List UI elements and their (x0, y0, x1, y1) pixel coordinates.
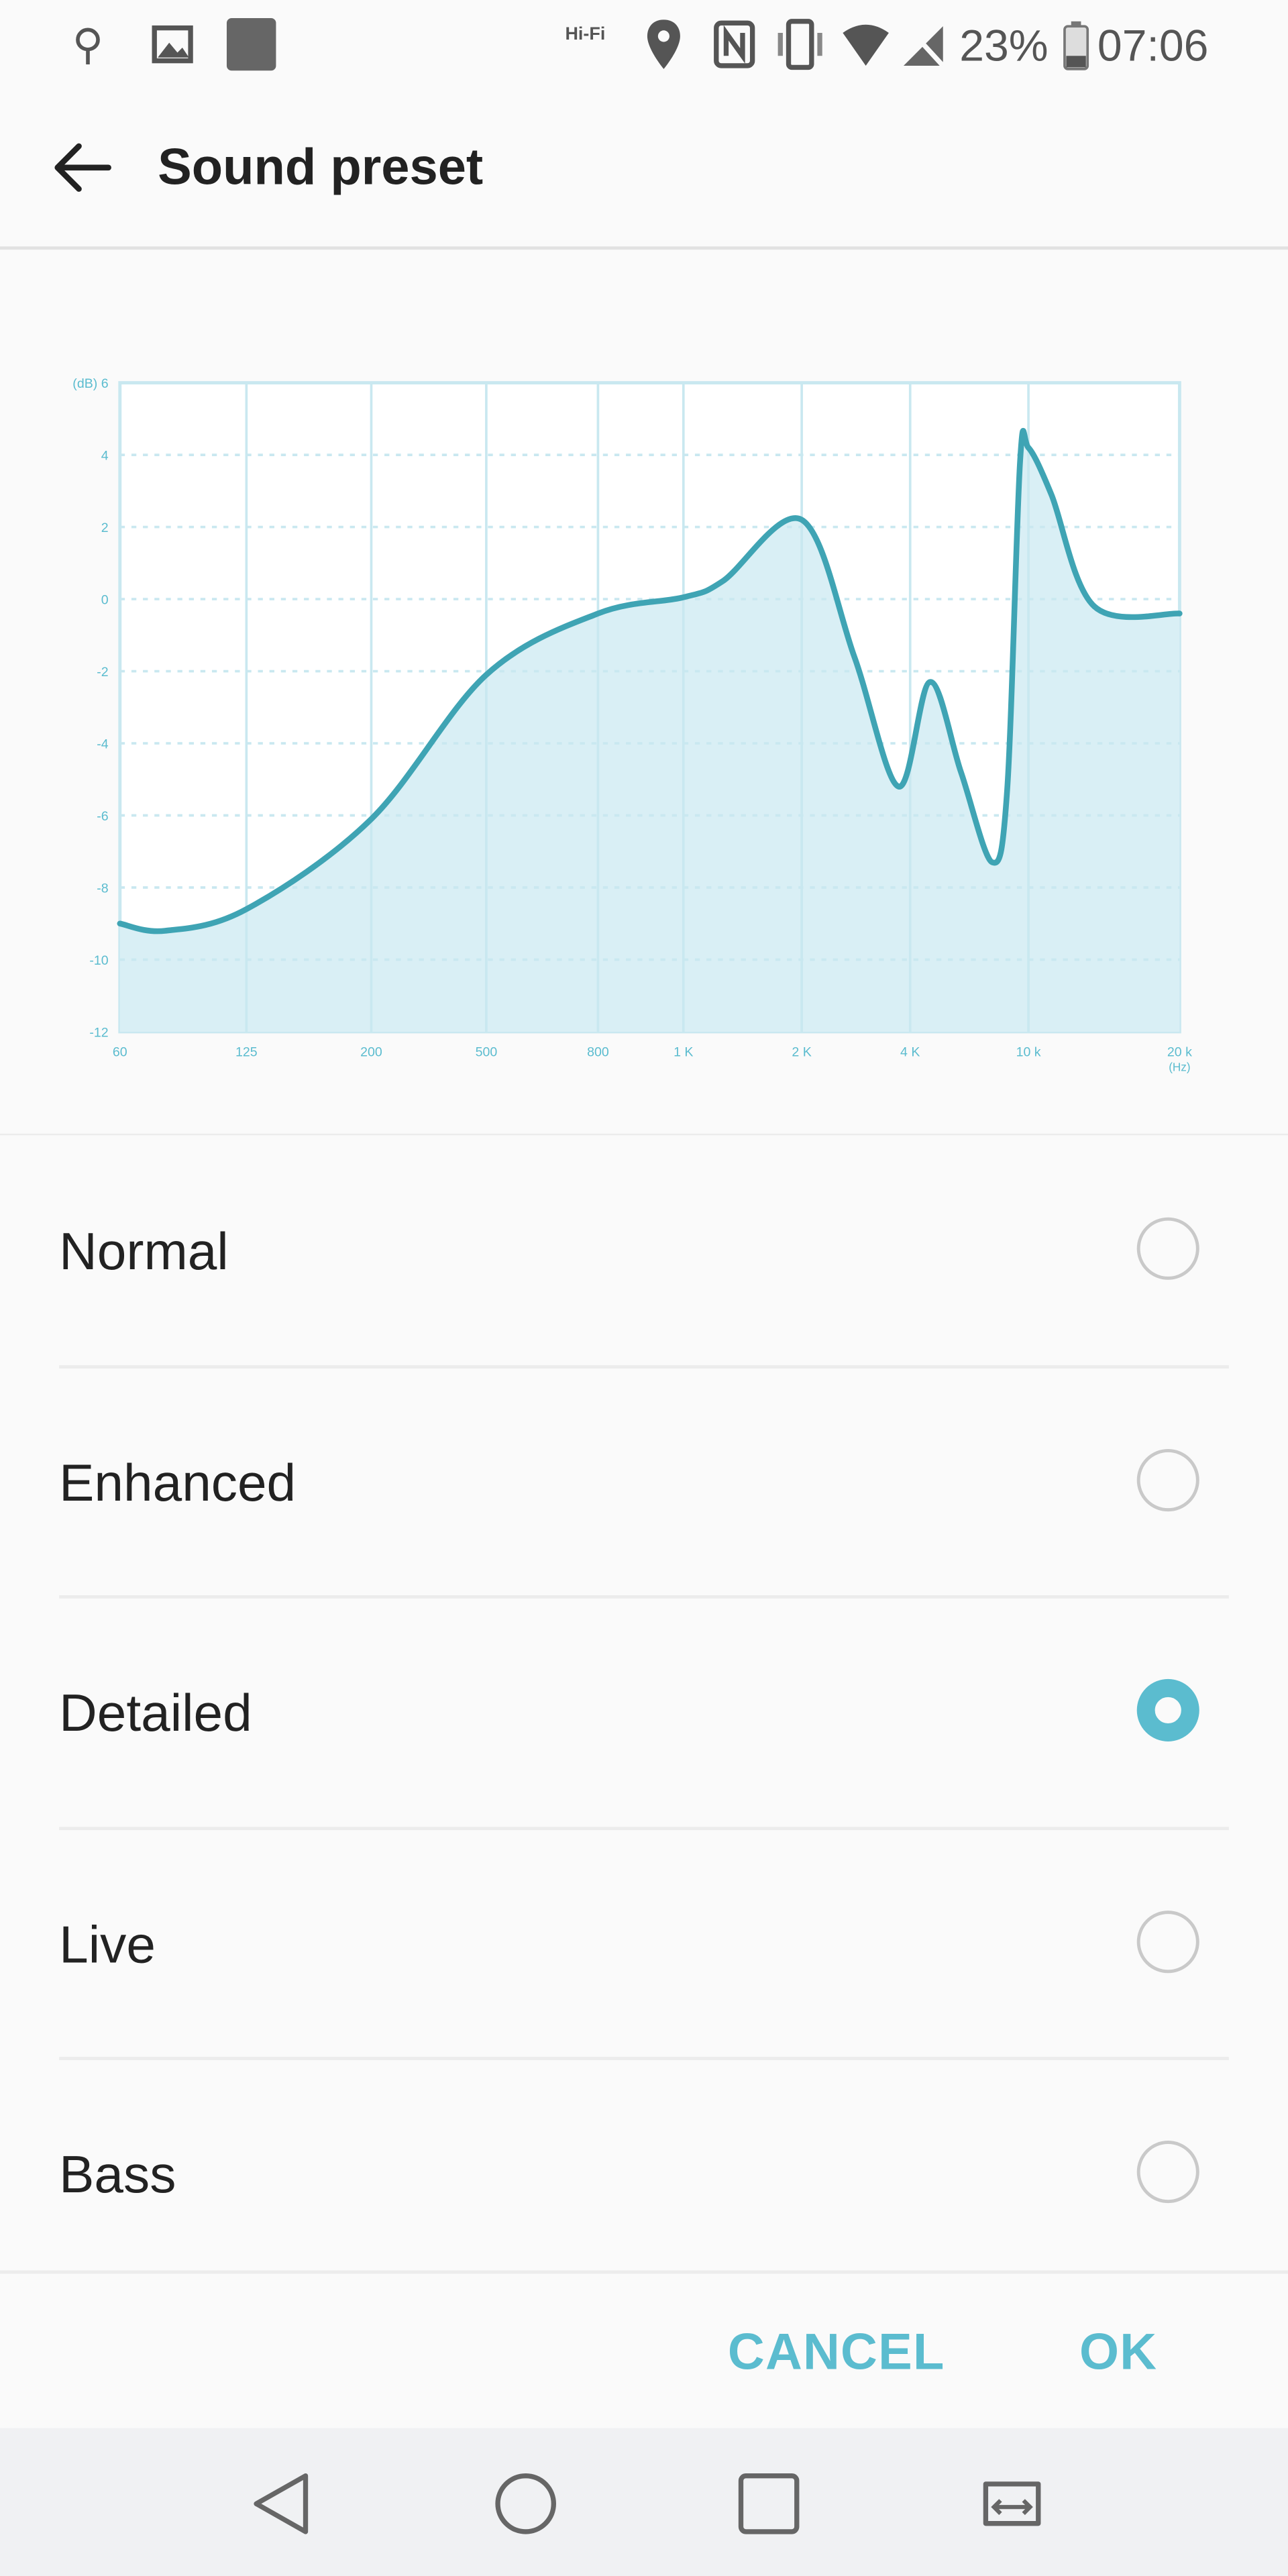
navigation-bar (0, 2428, 1288, 2576)
preset-label: Detailed (59, 1683, 252, 1743)
wifi-icon (843, 24, 889, 66)
x-tick-label: 200 (360, 1045, 382, 1060)
x-tick-label: 2 K (792, 1045, 811, 1060)
x-tick-label: 125 (235, 1045, 258, 1060)
x-tick-label: 4 K (900, 1045, 920, 1060)
preset-item-detailed[interactable]: Detailed (0, 1599, 1288, 1829)
y-tick-label: 4 (101, 448, 109, 463)
recents-square-icon[interactable] (733, 2467, 805, 2540)
preset-label: Enhanced (59, 1452, 297, 1512)
divider (59, 2057, 1229, 2061)
home-circle-icon[interactable] (490, 2467, 562, 2540)
y-tick-label: (dB) 6 (72, 376, 108, 391)
image-icon (152, 25, 193, 64)
divider (59, 1826, 1229, 1829)
y-tick-label: 2 (101, 521, 109, 535)
x-tick-label: 500 (476, 1045, 498, 1060)
curve-fill-area (119, 431, 1180, 1032)
eq-curve-chart: (dB) 6 4 2 0 -2 -4 -6 -8 -10 -12 60 125 200 500 800 1 K… (72, 376, 1192, 1074)
usb-icon: ⚲ (72, 19, 104, 69)
dialog-buttons: CANCEL OK (0, 2270, 1288, 2432)
status-bar: ⚲ Hi-Fi 23% 07:06 (0, 0, 1288, 92)
x-tick-label: 20 k (1167, 1045, 1192, 1060)
arrow-left-icon[interactable] (46, 131, 119, 204)
y-tick-label: 0 (101, 592, 109, 607)
preset-list: Normal Enhanced Detailed Live Bass (0, 1137, 1288, 2291)
radio-button[interactable] (1136, 2141, 1199, 2204)
vibrate-icon (777, 19, 822, 70)
x-tick-label: 60 (113, 1045, 127, 1060)
dual-window-icon[interactable] (976, 2467, 1049, 2540)
preset-label: Live (59, 1914, 156, 1974)
preset-item-normal[interactable]: Normal (0, 1137, 1288, 1368)
x-unit-label: (Hz) (1169, 1061, 1190, 1074)
y-tick-label: -4 (97, 737, 109, 751)
nfc-icon (714, 20, 755, 68)
preset-item-live[interactable]: Live (0, 1829, 1288, 2061)
radio-button[interactable] (1136, 1679, 1199, 1742)
preset-label: Normal (59, 1222, 229, 1281)
preset-label: Bass (59, 2145, 176, 2204)
radio-button[interactable] (1136, 1218, 1199, 1281)
eq-chart-section: (dB) 6 4 2 0 -2 -4 -6 -8 -10 -12 60 125 200 500 800 1 K… (0, 250, 1288, 1136)
x-tick-label: 800 (587, 1045, 609, 1060)
y-tick-label: -2 (97, 665, 108, 680)
page-title: Sound preset (158, 138, 484, 196)
y-tick-label: -12 (89, 1025, 108, 1040)
hifi-icon: Hi-Fi (565, 24, 606, 45)
x-tick-label: 10 k (1016, 1045, 1041, 1060)
x-tick-label: 1 K (674, 1045, 693, 1060)
y-tick-label: -8 (97, 881, 109, 896)
radio-button[interactable] (1136, 1448, 1199, 1511)
location-icon (647, 19, 680, 69)
clock: 07:06 (1097, 21, 1209, 71)
y-tick-label: -10 (89, 953, 108, 968)
divider (59, 1364, 1229, 1368)
battery-percent: 23% (959, 21, 1049, 71)
battery-icon (1063, 21, 1089, 70)
back-triangle-icon[interactable] (246, 2467, 319, 2540)
cancel-button[interactable]: CANCEL (727, 2322, 945, 2381)
y-tick-label: -6 (97, 809, 109, 824)
radio-button[interactable] (1136, 1910, 1199, 1973)
preset-item-bass[interactable]: Bass (0, 2060, 1288, 2291)
ok-button[interactable]: OK (1079, 2322, 1158, 2381)
divider (59, 1595, 1229, 1599)
preset-item-enhanced[interactable]: Enhanced (0, 1368, 1288, 1599)
eq-curve-line (117, 428, 1183, 934)
no-signal-icon (903, 24, 945, 68)
square-notification-icon (226, 17, 276, 71)
app-bar: Sound preset (0, 92, 1288, 250)
